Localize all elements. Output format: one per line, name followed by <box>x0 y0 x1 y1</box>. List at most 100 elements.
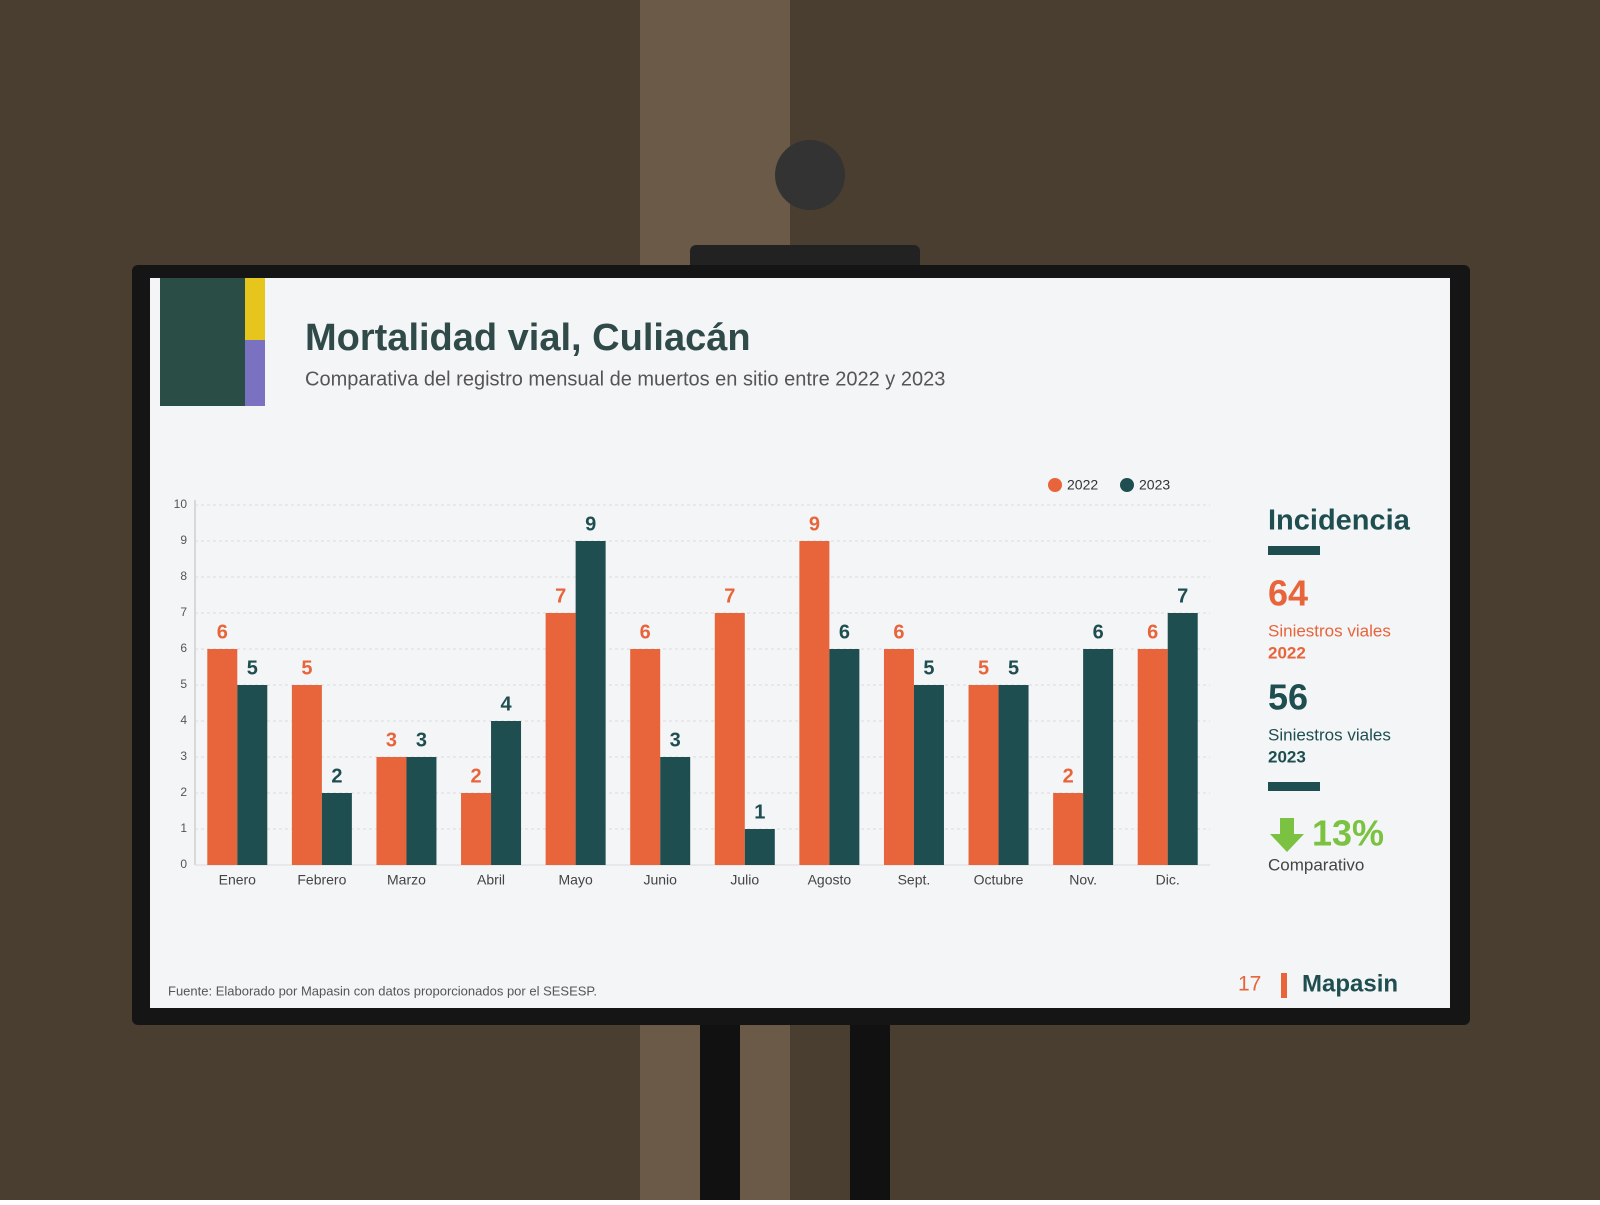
data-label: 2 <box>331 765 342 787</box>
bar <box>291 685 322 865</box>
y-tick-label: 0 <box>180 857 187 871</box>
divider <box>1268 782 1320 791</box>
bar <box>461 793 492 865</box>
data-label: 3 <box>670 729 681 751</box>
camera-mount <box>690 245 920 270</box>
x-tick-label: Febrero <box>297 872 346 888</box>
legend-label: 2023 <box>1139 477 1170 493</box>
bar <box>491 721 522 865</box>
legend-swatch <box>1048 478 1062 492</box>
bar <box>913 685 944 865</box>
y-tick-label: 4 <box>180 713 187 727</box>
bar <box>744 829 775 865</box>
legend-swatch <box>1120 478 1134 492</box>
bar <box>883 649 914 865</box>
data-label: 6 <box>893 621 904 643</box>
bar <box>968 685 999 865</box>
x-tick-label: Agosto <box>808 872 852 888</box>
total-2023: 56 <box>1268 677 1308 718</box>
data-label: 4 <box>500 693 512 715</box>
y-tick-label: 10 <box>174 497 188 511</box>
bar <box>406 757 437 865</box>
chart-title: Mortalidad vial, Culiacán <box>305 317 751 359</box>
x-tick-label: Octubre <box>974 872 1024 888</box>
data-label: 5 <box>247 657 258 679</box>
total-label: Siniestros viales <box>1268 725 1391 744</box>
bar <box>1137 649 1168 865</box>
bar <box>799 541 830 865</box>
camera <box>775 140 845 210</box>
page-number: 17 <box>1238 973 1261 996</box>
bar <box>660 757 691 865</box>
total-label: Siniestros viales <box>1268 621 1391 640</box>
total-year: 2022 <box>1268 643 1306 662</box>
data-label: 7 <box>1177 585 1188 607</box>
brand: Mapasin <box>1302 970 1398 997</box>
data-label: 5 <box>1008 657 1019 679</box>
y-tick-label: 1 <box>180 821 187 835</box>
bar <box>376 757 407 865</box>
panel-heading: Incidencia <box>1268 505 1411 537</box>
data-label: 6 <box>839 621 850 643</box>
bar <box>575 541 606 865</box>
bar <box>829 649 860 865</box>
data-label: 9 <box>585 513 596 535</box>
data-label: 1 <box>754 801 765 823</box>
x-tick-label: Mayo <box>559 872 593 888</box>
data-label: 6 <box>217 621 228 643</box>
total-year: 2023 <box>1268 747 1306 766</box>
data-label: 3 <box>386 729 397 751</box>
data-label: 6 <box>640 621 651 643</box>
y-tick-label: 9 <box>180 533 187 547</box>
y-tick-label: 5 <box>180 677 187 691</box>
change-value: 13% <box>1312 813 1384 854</box>
x-tick-label: Enero <box>219 872 257 888</box>
y-tick-label: 2 <box>180 785 187 799</box>
incidence-panel: Incidencia 64 Siniestros viales 2022 56 … <box>1268 505 1411 874</box>
x-tick-label: Dic. <box>1156 872 1180 888</box>
data-label: 2 <box>1063 765 1074 787</box>
data-label: 7 <box>555 585 566 607</box>
x-tick-label: Julio <box>730 872 759 888</box>
bar <box>998 685 1029 865</box>
header-stripe <box>245 340 265 406</box>
data-label: 7 <box>724 585 735 607</box>
y-tick-label: 8 <box>180 569 187 583</box>
stand <box>700 1000 740 1200</box>
legend-label: 2022 <box>1067 477 1098 493</box>
divider <box>1268 546 1320 555</box>
data-label: 5 <box>923 657 934 679</box>
bar <box>207 649 238 865</box>
bar <box>545 613 576 865</box>
data-label: 5 <box>978 657 989 679</box>
y-tick-label: 6 <box>180 641 187 655</box>
x-tick-label: Marzo <box>387 872 426 888</box>
data-label: 9 <box>809 513 820 535</box>
stand <box>850 1000 890 1200</box>
down-arrow <box>1270 818 1304 852</box>
source-note: Fuente: Elaborado por Mapasin con datos … <box>168 983 597 998</box>
bar <box>1083 649 1114 865</box>
bar <box>321 793 352 865</box>
x-tick-label: Nov. <box>1069 872 1097 888</box>
bar <box>630 649 661 865</box>
data-label: 5 <box>301 657 312 679</box>
y-tick-label: 7 <box>180 605 187 619</box>
chart-subtitle: Comparativa del registro mensual de muer… <box>305 368 945 390</box>
bar <box>237 685 268 865</box>
data-label: 6 <box>1093 621 1104 643</box>
header-block <box>160 278 245 406</box>
x-tick-label: Abril <box>477 872 505 888</box>
data-label: 3 <box>416 729 427 751</box>
x-tick-label: Sept. <box>898 872 931 888</box>
x-tick-label: Junio <box>643 872 677 888</box>
total-2022: 64 <box>1268 573 1308 614</box>
data-label: 6 <box>1147 621 1158 643</box>
footer-bar <box>1281 973 1287 998</box>
header-stripe <box>245 278 265 340</box>
change-label: Comparativo <box>1268 855 1364 874</box>
bar <box>1053 793 1084 865</box>
bar <box>1167 613 1198 865</box>
data-label: 2 <box>470 765 481 787</box>
